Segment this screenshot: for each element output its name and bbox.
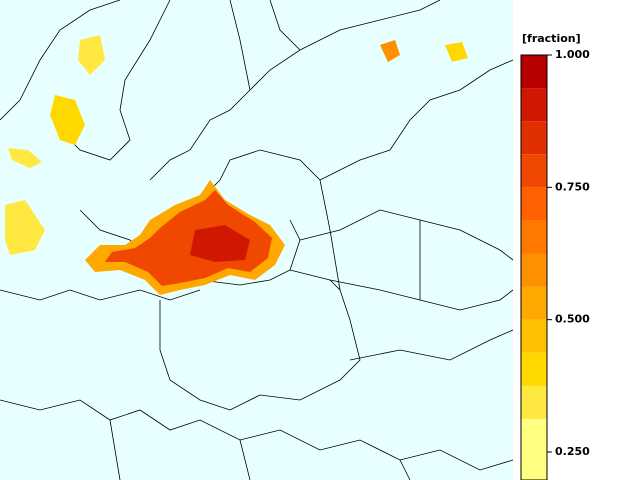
colorbar-band bbox=[521, 286, 547, 320]
colorbar-tick-label: 1.000 bbox=[555, 48, 590, 61]
colorbar-band bbox=[521, 352, 547, 386]
patch bbox=[380, 40, 400, 62]
plume-core bbox=[105, 190, 272, 286]
coastline bbox=[149, 0, 441, 181]
colorbar-band bbox=[521, 220, 547, 254]
colorbar-tick-label: 0.750 bbox=[555, 180, 590, 193]
patch bbox=[50, 95, 85, 145]
border bbox=[0, 399, 514, 480]
colorbar-band bbox=[521, 418, 547, 480]
border bbox=[0, 279, 361, 411]
coastline bbox=[0, 0, 171, 161]
colorbar-band bbox=[521, 55, 547, 89]
colorbar: 1.000 0.750 0.500 0.250 bbox=[520, 48, 590, 480]
colorbar-label: [fraction] bbox=[522, 32, 581, 45]
colorbar-band bbox=[521, 253, 547, 287]
plume bbox=[5, 35, 468, 295]
colorbar-band bbox=[521, 154, 547, 188]
colorbar-band bbox=[521, 88, 547, 122]
colorbar-band bbox=[521, 187, 547, 221]
patch bbox=[78, 35, 105, 75]
colorbar-band bbox=[521, 385, 547, 419]
plume-core bbox=[190, 225, 250, 262]
coastline bbox=[199, 59, 514, 201]
colorbar-tick-label: 0.500 bbox=[555, 313, 590, 326]
colorbar-tick-label: 0.250 bbox=[555, 445, 590, 458]
colorbar-band bbox=[521, 121, 547, 155]
map-outlines bbox=[0, 0, 514, 480]
patch bbox=[5, 200, 45, 255]
colorbar-band bbox=[521, 319, 547, 353]
colorbar-frame bbox=[520, 54, 548, 480]
patch bbox=[445, 42, 468, 62]
patch bbox=[8, 148, 42, 168]
border bbox=[229, 0, 421, 300]
